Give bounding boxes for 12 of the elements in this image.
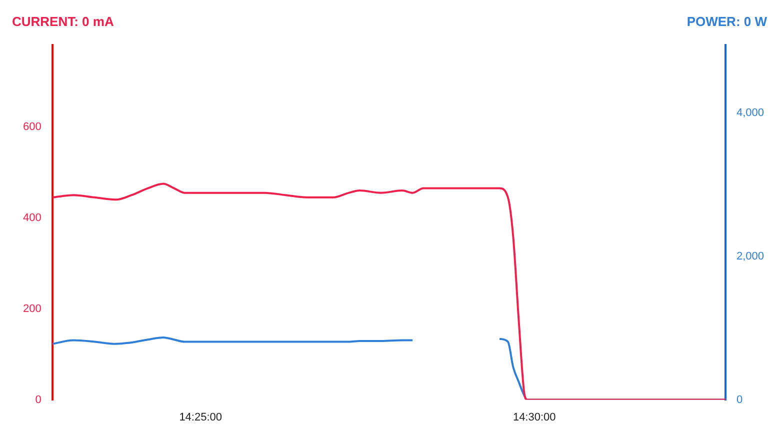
y2-tick-label: 2,000 <box>736 250 764 262</box>
y-tick-label: 200 <box>22 302 42 315</box>
y2-tick-label: 4,000 <box>736 107 764 120</box>
y-axis-title: CURRENT: 0 mA <box>12 14 114 29</box>
y2-tick-label: 0 <box>736 394 743 406</box>
y-tick-label: 400 <box>22 212 42 224</box>
y-tick-label: 600 <box>22 120 42 133</box>
x-tick-label: 14:30:00 <box>512 411 556 424</box>
y2-axis-title: POWER: 0 W <box>686 14 767 29</box>
line-series <box>52 182 726 400</box>
x-tick-label: 14:25:00 <box>179 411 222 424</box>
y-tick-label: 0 <box>35 394 42 406</box>
